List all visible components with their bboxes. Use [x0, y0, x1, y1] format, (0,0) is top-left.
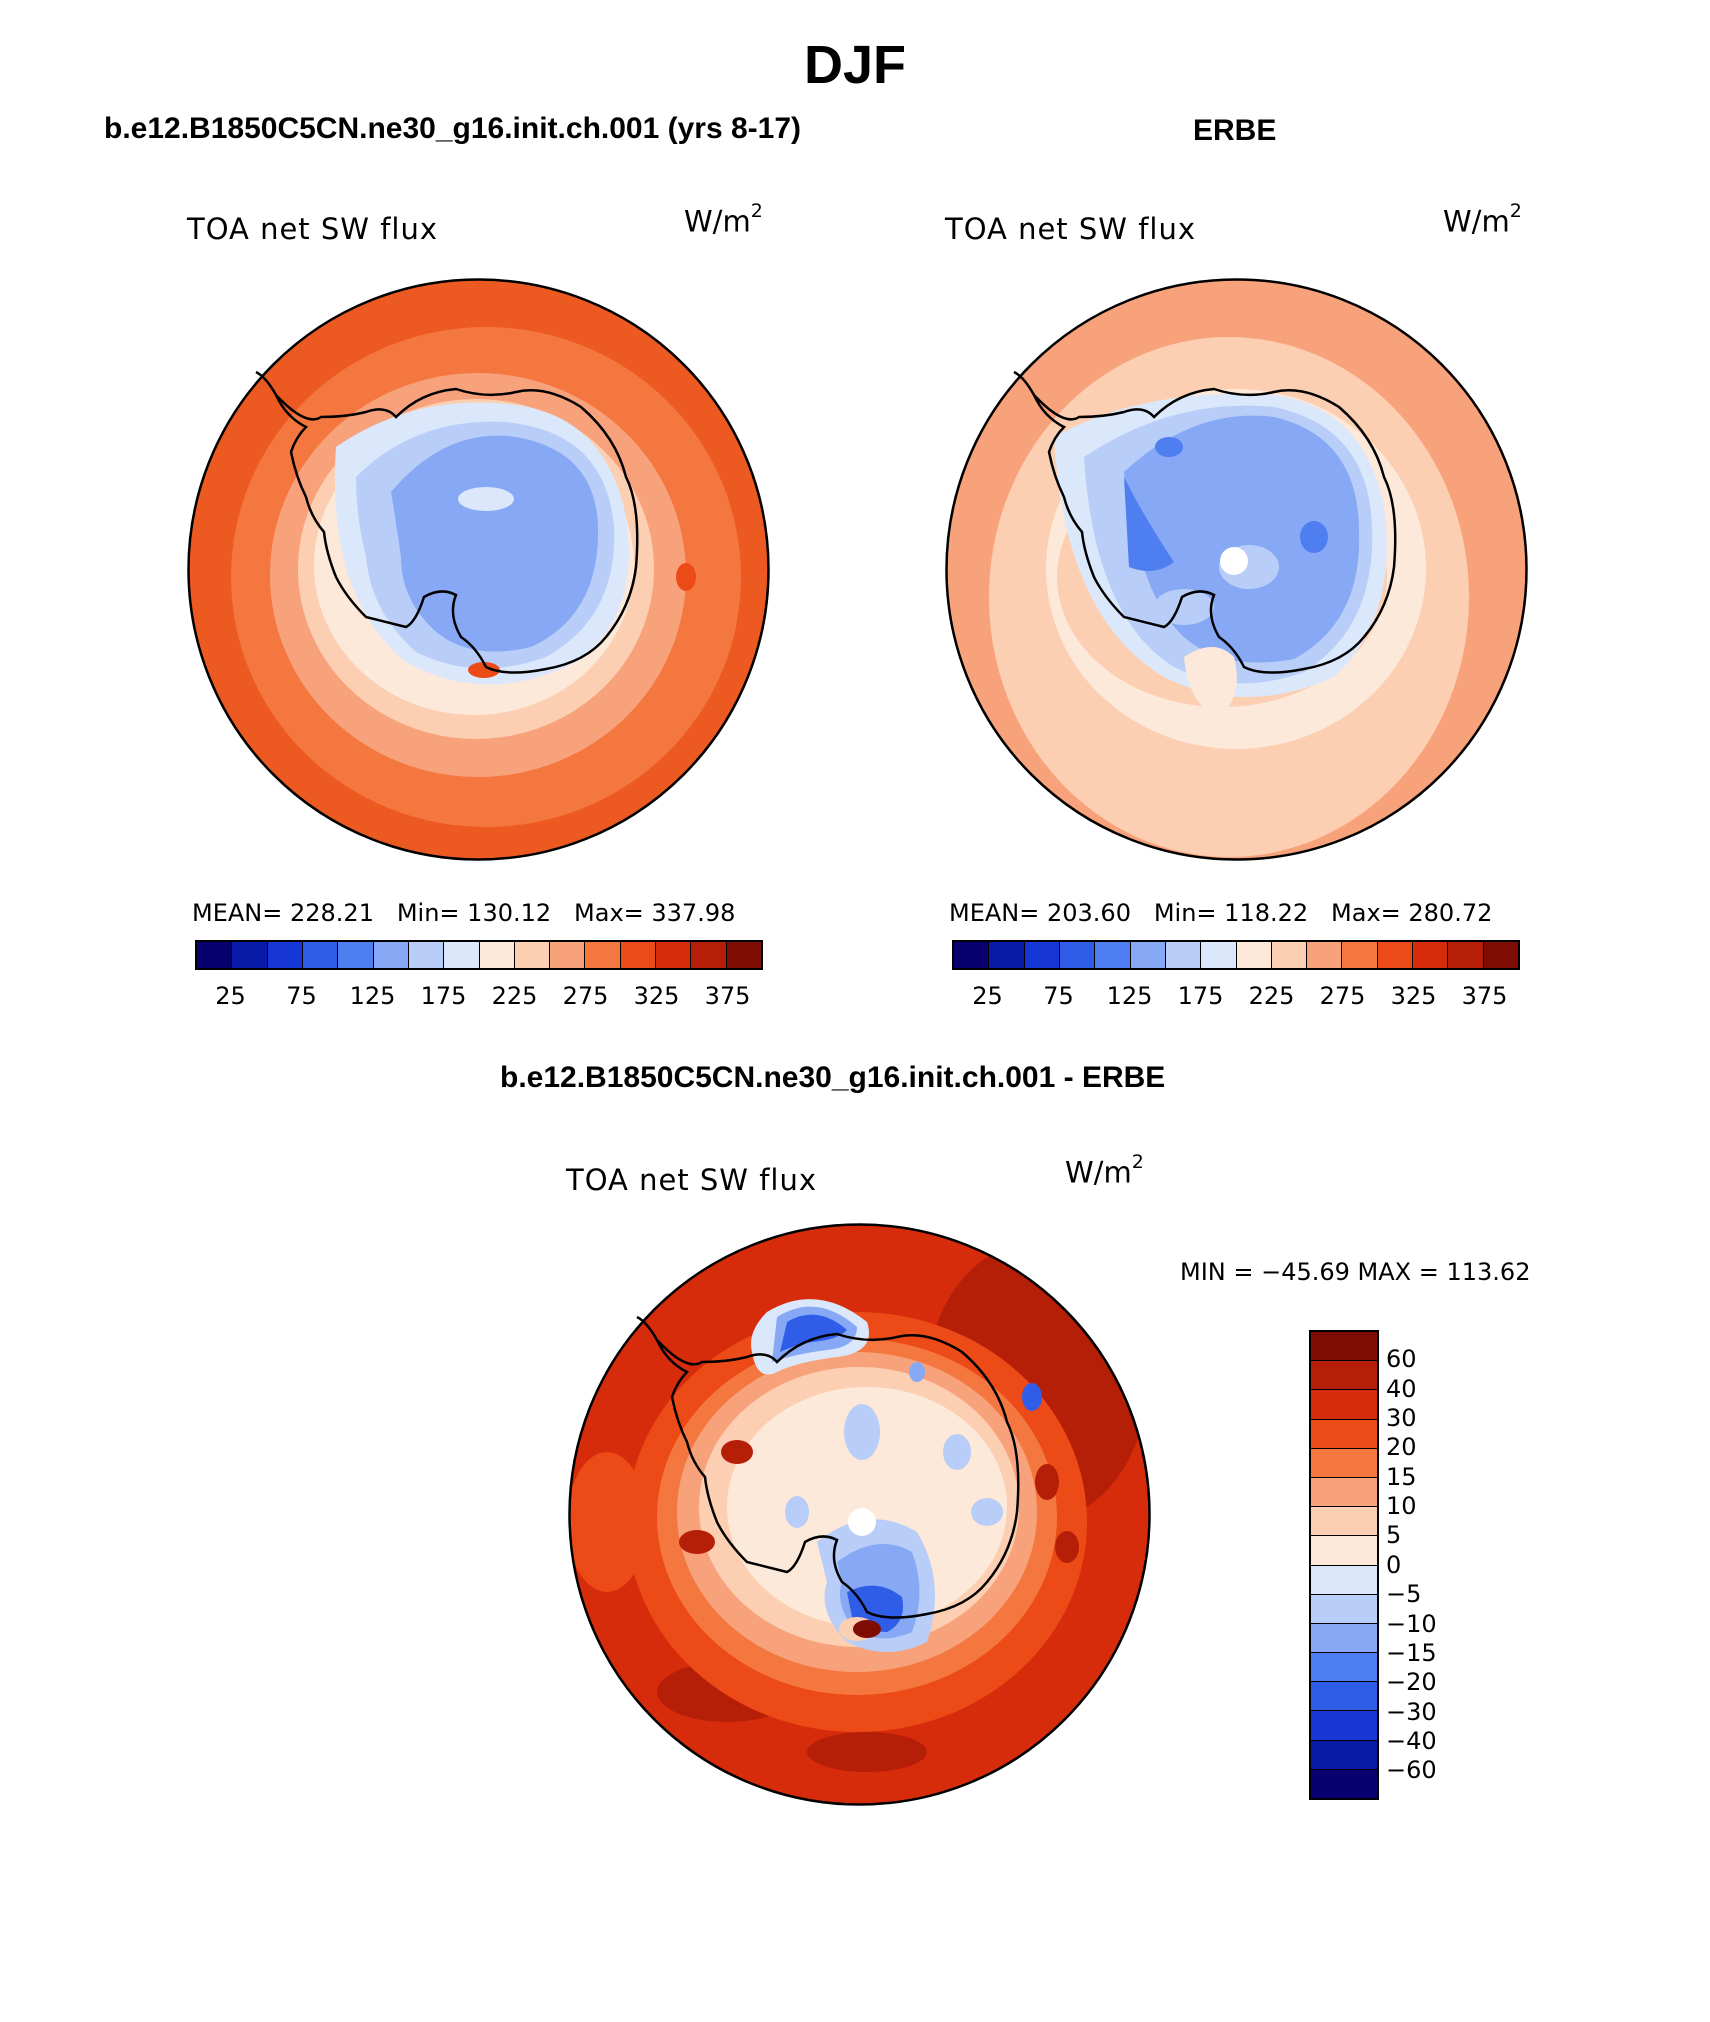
panel3-units: W/m2: [1065, 1151, 1144, 1190]
panel1-units: W/m2: [684, 200, 763, 239]
panel2-colorbar: [952, 940, 1520, 970]
colorbar-tick: −30: [1386, 1698, 1437, 1726]
figure-title: DJF: [803, 35, 906, 95]
colorbar-tick: 5: [1386, 1521, 1402, 1549]
colorbar-tick: 30: [1386, 1404, 1417, 1432]
colorbar-tick: −60: [1386, 1756, 1437, 1784]
panel3-title: b.e12.B1850C5CN.ne30_g16.init.ch.001 - E…: [500, 1061, 1166, 1094]
colorbar-tick: 125: [349, 982, 396, 1010]
colorbar-tick: 20: [1386, 1433, 1417, 1461]
panel3-colorbar-ticks: 60 40 30 20 15 10 5 0 −5 −10 −15 −20 −30…: [1386, 1330, 1466, 1800]
colorbar-tick: 75: [1043, 982, 1074, 1010]
panel3-colorbar: [1309, 1330, 1379, 1800]
colorbar-tick: 125: [1106, 982, 1153, 1010]
panel2-variable: TOA net SW flux: [945, 212, 1197, 246]
panel3-stats: MIN = −45.69 MAX = 113.62: [1180, 1258, 1531, 1286]
panel1-colorbar: [195, 940, 763, 970]
colorbar-tick: 275: [1319, 982, 1366, 1010]
panel1-colorbar-ticks: 25 75 125 175 225 275 325 375: [195, 982, 763, 1012]
colorbar-tick: −40: [1386, 1727, 1437, 1755]
colorbar-tick: 0: [1386, 1551, 1402, 1579]
panel1-stats: MEAN= 228.21 Min= 130.12 Max= 337.98: [192, 899, 736, 927]
colorbar-tick: −15: [1386, 1639, 1437, 1667]
colorbar-tick: 10: [1386, 1492, 1417, 1520]
panel2-title: ERBE: [1193, 114, 1277, 147]
panel2-units: W/m2: [1443, 200, 1522, 239]
colorbar-tick: −10: [1386, 1610, 1437, 1638]
colorbar-tick: 175: [1177, 982, 1224, 1010]
colorbar-tick: 60: [1386, 1345, 1417, 1373]
panel1-title: b.e12.B1850C5CN.ne30_g16.init.ch.001 (yr…: [104, 112, 802, 145]
panel3-polar-map: [568, 1223, 1151, 1806]
colorbar-tick: −20: [1386, 1668, 1437, 1696]
panel1-variable: TOA net SW flux: [187, 212, 439, 246]
colorbar-tick: 25: [215, 982, 246, 1010]
panel1-polar-map: [187, 278, 770, 861]
colorbar-tick: 40: [1386, 1375, 1417, 1403]
colorbar-tick: 225: [1248, 982, 1295, 1010]
colorbar-tick: 275: [562, 982, 609, 1010]
colorbar-tick: 375: [704, 982, 751, 1010]
panel2-colorbar-ticks: 25 75 125 175 225 275 325 375: [952, 982, 1520, 1012]
panel2-polar-map: [945, 278, 1528, 861]
colorbar-tick: 15: [1386, 1463, 1417, 1491]
colorbar-tick: 325: [1390, 982, 1437, 1010]
colorbar-tick: 225: [491, 982, 538, 1010]
panel3-variable: TOA net SW flux: [566, 1163, 818, 1197]
colorbar-tick: 175: [420, 982, 467, 1010]
colorbar-tick: 325: [633, 982, 680, 1010]
panel2-stats: MEAN= 203.60 Min= 118.22 Max= 280.72: [949, 899, 1493, 927]
colorbar-tick: 75: [286, 982, 317, 1010]
colorbar-tick: −5: [1386, 1580, 1422, 1608]
colorbar-tick: 375: [1461, 982, 1508, 1010]
colorbar-tick: 25: [972, 982, 1003, 1010]
